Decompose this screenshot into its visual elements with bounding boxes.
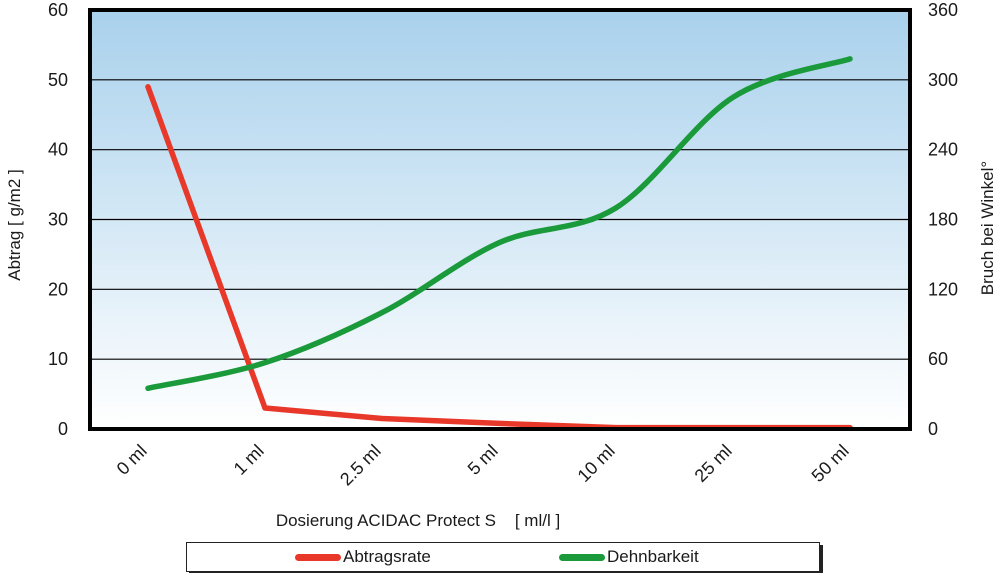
x-axis: 0 ml 1 ml 2.5 ml 5 ml 10 ml 25 ml 50 ml [113, 441, 853, 490]
plot-frame [88, 8, 912, 431]
x-tick-label: 25 ml [691, 441, 736, 486]
legend-label-abtragsrate: Abtragsrate [343, 547, 431, 566]
data-point-dehnbarkeit [497, 241, 501, 245]
y-tick-label: 30 [48, 210, 68, 230]
x-tick-label: 0 ml [113, 441, 151, 479]
y2-tick-label: 360 [928, 0, 958, 20]
data-point-abtragsrate [146, 85, 150, 89]
y-tick-label: 40 [48, 140, 68, 160]
left-axis: 0 10 20 30 40 50 60 [48, 0, 68, 439]
y-tick-label: 50 [48, 70, 68, 90]
y2-tick-label: 300 [928, 70, 958, 90]
y-tick-label: 20 [48, 279, 68, 299]
data-point-dehnbarkeit [731, 95, 735, 99]
data-point-dehnbarkeit [614, 206, 618, 210]
y2-tick-label: 240 [928, 140, 958, 160]
x-tick-label: 5 ml [464, 441, 502, 479]
y-axis-title: Abtrag [ g/m2 ] [5, 169, 24, 281]
legend: Abtragsrate Dehnbarkeit [186, 542, 820, 572]
data-point-dehnbarkeit [380, 311, 384, 315]
data-point-dehnbarkeit [146, 386, 150, 390]
x-tick-label: 50 ml [808, 441, 853, 486]
legend-label-dehnbarkeit: Dehnbarkeit [607, 547, 699, 566]
x-tick-label: 1 ml [230, 441, 268, 479]
legend-swatch-abtragsrate [295, 553, 341, 561]
y-tick-label: 0 [58, 419, 68, 439]
legend-swatch-dehnbarkeit [559, 553, 605, 561]
right-axis: 0 60 120 180 240 300 360 [928, 0, 958, 439]
y2-axis-title: Bruch bei Winkel° [978, 161, 997, 295]
y2-tick-label: 120 [928, 279, 958, 299]
x-tick-label: 2.5 ml [336, 441, 385, 490]
data-point-dehnbarkeit [848, 57, 852, 61]
data-point-abtragsrate [380, 417, 384, 421]
y2-tick-label: 0 [928, 419, 938, 439]
data-point-abtragsrate [497, 421, 501, 425]
legend-item-dehnbarkeit: Dehnbarkeit [559, 547, 699, 567]
data-point-dehnbarkeit [263, 361, 267, 365]
x-axis-title: Dosierung ACIDAC Protect S [ ml/l ] [276, 511, 560, 530]
y-tick-label: 60 [48, 0, 68, 20]
legend-item-abtragsrate: Abtragsrate [295, 547, 431, 567]
y2-tick-label: 60 [928, 349, 948, 369]
x-tick-label: 10 ml [574, 441, 619, 486]
y-tick-label: 10 [48, 349, 68, 369]
y2-tick-label: 180 [928, 210, 958, 230]
data-point-abtragsrate [263, 406, 267, 410]
chart: 0 10 20 30 40 50 60 0 60 120 180 240 300 360 0 ml 1 m… [5, 0, 997, 530]
